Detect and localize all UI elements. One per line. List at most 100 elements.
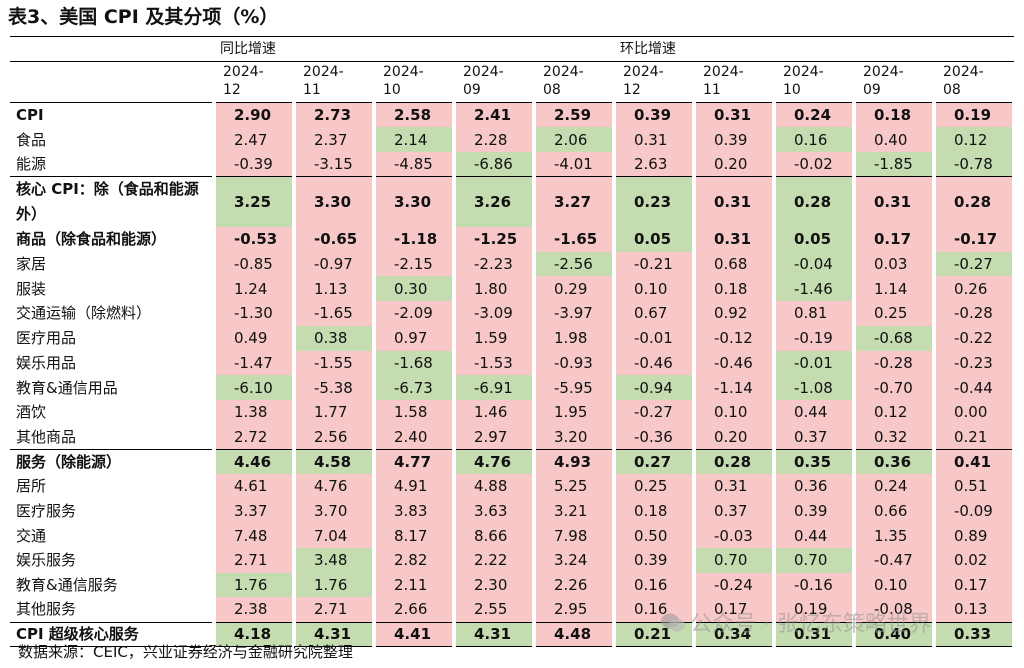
- value-cell: 0.10: [692, 399, 776, 425]
- value-cell: 0.27: [612, 448, 696, 474]
- value-cell: -1.65: [532, 227, 616, 252]
- value-cell: 0.51: [932, 473, 1016, 499]
- value-cell: -0.46: [612, 350, 696, 376]
- period-label: 2024- 08: [543, 64, 584, 98]
- value-cell: -0.23: [932, 350, 1016, 376]
- value-cell: -1.18: [372, 227, 456, 252]
- value-cell: 2.59: [532, 102, 616, 128]
- period-label: 2024- 08: [943, 64, 984, 98]
- period-header: 2024- 12: [614, 61, 694, 103]
- value-cell: 0.12: [932, 127, 1016, 152]
- value-cell: 3.30: [292, 176, 376, 228]
- table-row: 服务（除能源） 4.46 4.58 4.77 4.76 4.93 0.27 0.28 0.35 0…: [10, 448, 1016, 474]
- row-label: 医疗服务: [16, 501, 77, 520]
- value-cell: 0.40: [852, 621, 936, 648]
- value-cell: 2.41: [452, 102, 536, 128]
- corner-cell: [10, 36, 214, 62]
- table-row: 其他商品 2.72 2.56 2.40 2.97 3.20 -0.36 0.20 0.37 0.3…: [10, 424, 1016, 450]
- value-cell: 1.38: [212, 399, 296, 425]
- row-label: 教育&通信服务: [16, 576, 118, 595]
- period-header: 2024- 08: [534, 61, 614, 103]
- value-cell: 0.44: [772, 523, 856, 548]
- value-cell: 3.24: [532, 548, 616, 573]
- value-cell: -1.68: [372, 350, 456, 376]
- value-cell: -0.53: [212, 227, 296, 252]
- value-cell: -2.23: [452, 251, 536, 277]
- value-cell: 0.32: [852, 424, 936, 450]
- value-cell: 0.50: [612, 523, 696, 548]
- value-cell: -0.24: [692, 572, 776, 598]
- value-cell: 0.38: [292, 325, 376, 351]
- value-cell: 0.34: [692, 621, 776, 648]
- value-cell: 4.91: [372, 473, 456, 499]
- row-label: 服务（除能源）: [10, 448, 214, 474]
- period-header: 2024- 10: [774, 61, 854, 103]
- value-cell: 2.71: [212, 548, 296, 573]
- value-cell: 0.31: [772, 621, 856, 648]
- value-cell: -0.03: [692, 523, 776, 548]
- value-cell: -0.19: [772, 325, 856, 351]
- value-cell: 0.24: [772, 102, 856, 128]
- table-title: 表3、美国 CPI 及其分项（%）: [8, 6, 279, 28]
- value-cell: -0.27: [932, 251, 1016, 277]
- value-cell: 2.58: [372, 102, 456, 128]
- table-row: 家居 -0.85 -0.97 -2.15 -2.23 -2.56 -0.21 0.68 -0.0…: [10, 251, 1016, 277]
- value-cell: 0.89: [932, 523, 1016, 548]
- value-cell: 0.28: [692, 448, 776, 474]
- value-cell: 3.30: [372, 176, 456, 228]
- row-label: 居所: [16, 477, 47, 496]
- value-cell: 2.06: [532, 127, 616, 152]
- period-header: 2024- 10: [374, 61, 454, 103]
- value-cell: 0.12: [852, 399, 936, 425]
- row-label: 家居: [16, 255, 47, 274]
- table-row: 医疗用品 0.49 0.38 0.97 1.59 1.98 -0.01 -0.12 -0.19-…: [10, 325, 1016, 351]
- period-label: 2024- 10: [783, 64, 824, 98]
- group-label: 环比增速: [620, 41, 676, 57]
- value-cell: 0.02: [932, 548, 1016, 573]
- cpi-table: 同比增速 环比增速 2024- 12 2024- 11 2024- 10 2024- …: [10, 36, 1016, 648]
- value-cell: 0.18: [612, 498, 696, 524]
- value-cell: 0.21: [612, 621, 696, 648]
- row-label: 商品（除食品和能源）: [16, 230, 167, 249]
- value-cell: -3.97: [532, 301, 616, 326]
- value-cell: 2.82: [372, 548, 456, 573]
- value-cell: 1.76: [292, 572, 376, 598]
- value-cell: 0.41: [932, 448, 1016, 474]
- table-row: 服装 1.24 1.13 0.30 1.80 0.29 0.10 0.18 -1.46 1.14 0…: [10, 276, 1016, 302]
- table-row: 核心 CPI：除（食品和能源外） 3.25 3.30 3.30 3.26 3.27 0.23…: [10, 176, 1016, 228]
- table-row: 食品 2.47 2.37 2.14 2.28 2.06 0.31 0.39 0.16 0.40 0.…: [10, 127, 1016, 152]
- value-cell: 0.36: [772, 473, 856, 499]
- period-label: 2024- 12: [623, 64, 664, 98]
- value-cell: -0.44: [932, 375, 1016, 400]
- value-cell: 3.25: [212, 176, 296, 228]
- value-cell: -6.91: [452, 375, 536, 400]
- row-label: 其他服务: [16, 600, 77, 619]
- value-cell: -1.65: [292, 301, 376, 326]
- value-cell: 7.04: [292, 523, 376, 548]
- value-cell: 4.76: [292, 473, 376, 499]
- value-cell: 0.20: [692, 151, 776, 177]
- value-cell: 2.72: [212, 424, 296, 450]
- value-cell: -1.30: [212, 301, 296, 326]
- value-cell: 2.37: [292, 127, 376, 152]
- period-label: 2024- 11: [703, 64, 744, 98]
- value-cell: 4.41: [372, 621, 456, 648]
- value-cell: 8.66: [452, 523, 536, 548]
- value-cell: 1.58: [372, 399, 456, 425]
- value-cell: 3.20: [532, 424, 616, 450]
- value-cell: -0.01: [612, 325, 696, 351]
- value-cell: -0.97: [292, 251, 376, 277]
- value-cell: 4.77: [372, 448, 456, 474]
- value-cell: 0.17: [932, 572, 1016, 598]
- value-cell: -0.04: [772, 251, 856, 277]
- value-cell: -0.12: [692, 325, 776, 351]
- row-label: 医疗用品: [16, 329, 77, 348]
- value-cell: 2.71: [292, 597, 376, 623]
- value-cell: -0.85: [212, 251, 296, 277]
- value-cell: 0.49: [212, 325, 296, 351]
- value-cell: 0.19: [932, 102, 1016, 128]
- value-cell: -0.65: [292, 227, 376, 252]
- value-cell: 0.18: [692, 276, 776, 302]
- value-cell: 0.31: [852, 176, 936, 228]
- value-cell: 2.73: [292, 102, 376, 128]
